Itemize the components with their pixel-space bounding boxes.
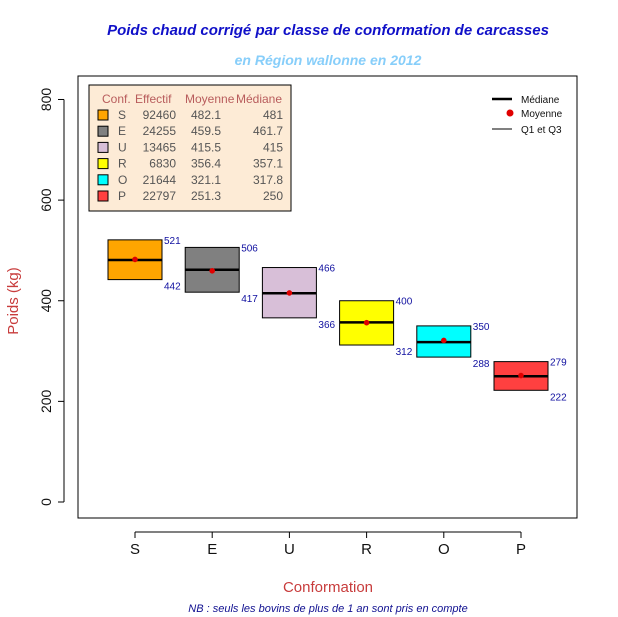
key-legend: Médiane Moyenne Q1 et Q3 — [492, 95, 563, 136]
legend-mediane: 357.1 — [253, 157, 283, 171]
legend-row: P 22797 251.3 250 — [97, 189, 283, 203]
legend-swatch — [97, 190, 109, 202]
legend-moyenne: 482.1 — [191, 108, 221, 122]
box-S: 521 442 — [107, 236, 181, 293]
legend-header-mediane: Médiane — [236, 92, 282, 106]
legend-moyenne: 321.1 — [191, 173, 221, 187]
legend-row: U 13465 415.5 415 — [97, 140, 283, 154]
legend-conf: S — [118, 108, 126, 122]
box-E: 506 417 — [184, 243, 258, 305]
q1-label: 366 — [318, 320, 335, 331]
legend-effectif: 6830 — [149, 157, 176, 171]
plot-frame — [77, 75, 578, 519]
q1-label: 417 — [241, 294, 258, 305]
legend-row: R 6830 356.4 357.1 — [97, 157, 283, 171]
legend-rows: S 92460 482.1 481 E 24255 459.5 461.7 U 13465 415.… — [97, 108, 283, 203]
legend-conf: E — [118, 124, 126, 138]
x-tick-label: U — [284, 541, 295, 558]
legend-swatch — [97, 141, 109, 153]
legend-header-moyenne: Moyenne — [185, 92, 235, 106]
legend-conf: R — [118, 157, 127, 171]
mean-point — [441, 337, 447, 344]
x-tick-label: O — [438, 541, 450, 558]
legend-effectif: 24255 — [143, 124, 177, 138]
mean-point — [209, 268, 215, 274]
legend-swatch — [97, 174, 109, 186]
legend-moyenne: 251.3 — [191, 189, 221, 203]
legend-header-conf: Conf. — [102, 92, 131, 106]
legend-effectif: 21644 — [143, 173, 177, 187]
chart-title: Poids chaud corrigé par classe de confor… — [107, 22, 549, 39]
table-legend-box — [88, 84, 292, 212]
footnote: NB : seuls les bovins de plus de 1 an so… — [188, 603, 467, 615]
x-axis-label: Conformation — [283, 579, 373, 596]
x-tick-label: E — [207, 541, 217, 558]
legend-conf: P — [118, 189, 126, 203]
box-U: 466 366 — [261, 264, 336, 331]
q3-label: 400 — [396, 297, 413, 308]
y-tick-label: 600 — [38, 188, 54, 212]
legend-moyenne: 356.4 — [191, 157, 221, 171]
legend-effectif: 22797 — [143, 189, 177, 203]
legend-moyenne: 459.5 — [191, 124, 221, 138]
legend-mediane: 317.8 — [253, 173, 283, 187]
x-tick-label: R — [361, 541, 372, 558]
legend-mediane: 250 — [263, 189, 283, 203]
legend-swatch — [97, 109, 109, 121]
box-O: 350 288 — [416, 322, 490, 370]
chart-subtitle: en Région wallonne en 2012 — [235, 52, 422, 68]
box-R: 400 312 — [339, 297, 413, 358]
legend-row: S 92460 482.1 481 — [97, 108, 283, 122]
legend-row: O 21644 321.1 317.8 — [97, 173, 283, 187]
q1-label: 288 — [473, 359, 490, 370]
legend-swatch — [97, 125, 109, 137]
y-tick-label: 400 — [38, 289, 54, 313]
y-axis: 0 200 400 600 800 — [38, 88, 65, 506]
key-quartile-label: Q1 et Q3 — [521, 125, 562, 136]
q1-label: 312 — [396, 347, 413, 358]
legend-swatch — [97, 158, 109, 170]
x-tick-label: S — [130, 541, 140, 558]
legend-moyenne: 415.5 — [191, 140, 221, 154]
boxes: 521 442 506 417 466 366 400 312 350 288 279 222 — [107, 236, 567, 403]
legend-row: E 24255 459.5 461.7 — [97, 124, 283, 138]
y-tick-label: 0 — [38, 498, 54, 506]
q1-label: 222 — [550, 392, 567, 403]
mean-point — [132, 256, 138, 263]
q1-label: 442 — [164, 282, 181, 293]
legend-mediane: 481 — [263, 108, 283, 122]
key-median-label: Médiane — [521, 95, 560, 106]
legend-conf: U — [118, 140, 127, 154]
legend-effectif: 92460 — [143, 108, 177, 122]
mean-point — [363, 319, 370, 326]
q3-label: 350 — [473, 322, 490, 333]
q3-label: 506 — [241, 243, 258, 254]
legend-header-effectif: Effectif — [135, 92, 172, 106]
y-tick-label: 200 — [38, 389, 54, 413]
y-axis-label: Poids (kg) — [5, 267, 22, 335]
legend-mediane: 461.7 — [253, 124, 283, 138]
box-P: 279 222 — [493, 358, 567, 403]
legend-conf: O — [118, 173, 127, 187]
key-mean-point — [506, 109, 514, 117]
table-legend: Conf. Effectif Moyenne Médiane S 92460 482… — [88, 84, 292, 212]
y-tick-label: 800 — [38, 88, 54, 112]
mean-point — [286, 290, 293, 296]
q3-label: 279 — [550, 358, 567, 369]
q3-label: 521 — [164, 236, 181, 247]
q3-label: 466 — [318, 264, 335, 275]
key-mean-label: Moyenne — [521, 109, 563, 120]
legend-mediane: 415 — [263, 140, 283, 154]
x-tick-label: P — [516, 541, 526, 558]
mean-point — [518, 372, 524, 379]
legend-effectif: 13465 — [143, 140, 177, 154]
